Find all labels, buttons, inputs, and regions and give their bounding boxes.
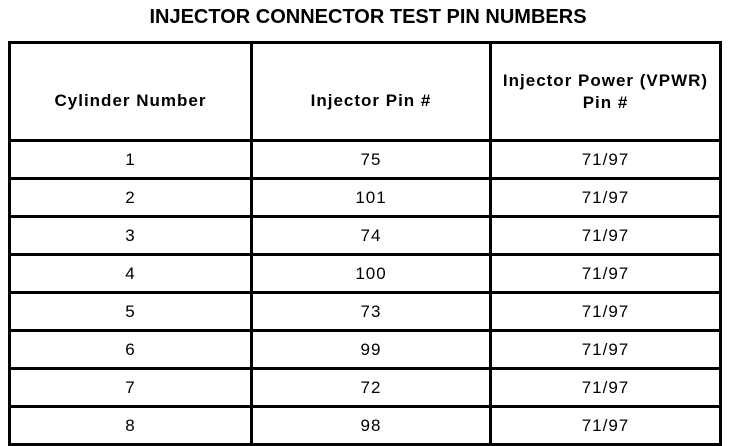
table-row: 3 74 71/97 bbox=[8, 215, 722, 256]
cylinder-cell: 2 bbox=[8, 177, 253, 218]
pin-table: Cylinder Number Injector Pin # Injector … bbox=[8, 41, 722, 446]
header-power-pin: Injector Power (VPWR) Pin # bbox=[489, 41, 722, 142]
cylinder-cell: 4 bbox=[8, 253, 253, 294]
power-pin-cell: 71/97 bbox=[489, 177, 722, 218]
power-pin-cell: 71/97 bbox=[489, 329, 722, 370]
cylinder-cell: 3 bbox=[8, 215, 253, 256]
power-pin-cell: 71/97 bbox=[489, 367, 722, 408]
injector-pin-cell: 72 bbox=[250, 367, 492, 408]
table-row: 4 100 71/97 bbox=[8, 253, 722, 294]
table-row: 7 72 71/97 bbox=[8, 367, 722, 408]
table-row: 2 101 71/97 bbox=[8, 177, 722, 218]
injector-pin-cell: 100 bbox=[250, 253, 492, 294]
injector-pin-cell: 74 bbox=[250, 215, 492, 256]
table-row: 6 99 71/97 bbox=[8, 329, 722, 370]
power-pin-cell: 71/97 bbox=[489, 291, 722, 332]
cylinder-cell: 7 bbox=[8, 367, 253, 408]
header-injector-pin: Injector Pin # bbox=[250, 41, 492, 142]
header-row: Cylinder Number Injector Pin # Injector … bbox=[8, 41, 722, 142]
cylinder-cell: 1 bbox=[8, 139, 253, 180]
power-pin-cell: 71/97 bbox=[489, 253, 722, 294]
table-row: 1 75 71/97 bbox=[8, 139, 722, 180]
power-pin-cell: 71/97 bbox=[489, 139, 722, 180]
header-cylinder: Cylinder Number bbox=[8, 41, 253, 142]
cylinder-cell: 5 bbox=[8, 291, 253, 332]
injector-pin-cell: 99 bbox=[250, 329, 492, 370]
power-pin-cell: 71/97 bbox=[489, 215, 722, 256]
table-row: 5 73 71/97 bbox=[8, 291, 722, 332]
table-title: INJECTOR CONNECTOR TEST PIN NUMBERS bbox=[149, 6, 587, 28]
injector-pin-cell: 73 bbox=[250, 291, 492, 332]
cylinder-cell: 6 bbox=[8, 329, 253, 370]
injector-pin-cell: 75 bbox=[250, 139, 492, 180]
injector-pin-cell: 101 bbox=[250, 177, 492, 218]
